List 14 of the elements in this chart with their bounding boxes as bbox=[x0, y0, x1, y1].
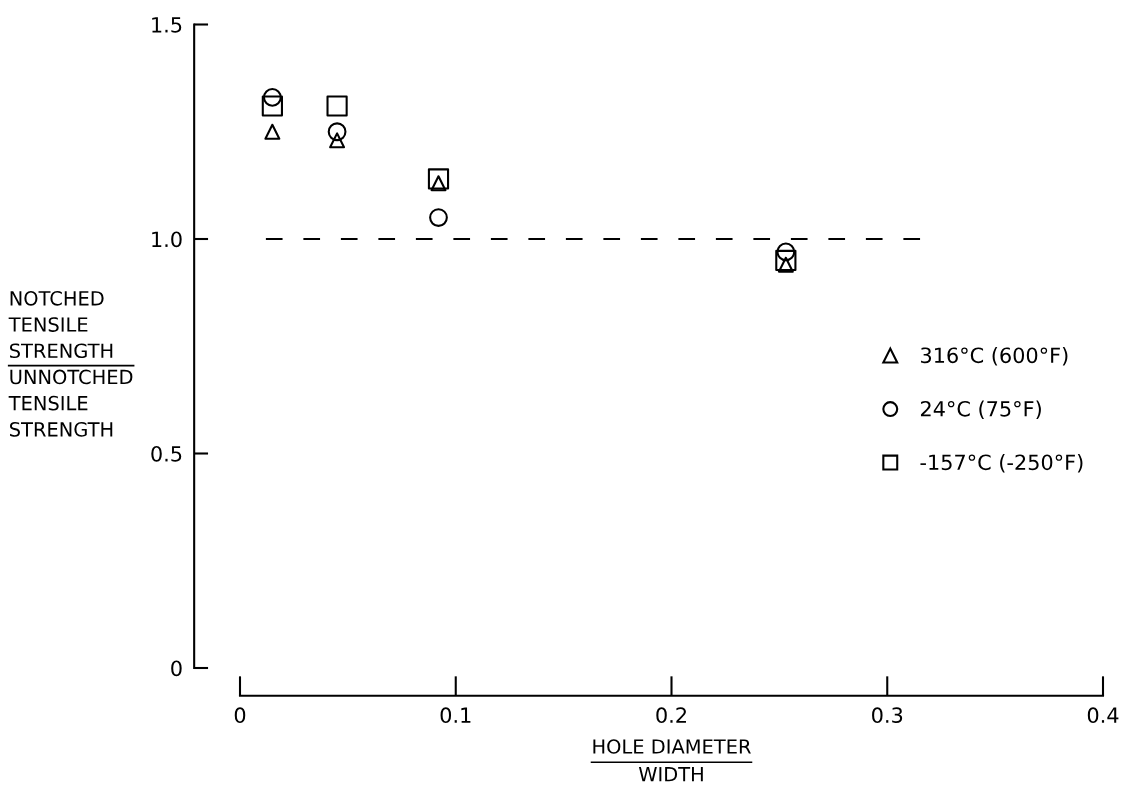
legend-label: -157°C (-250°F) bbox=[920, 454, 1083, 473]
x-tick-label: 0.2 bbox=[656, 707, 686, 724]
y-tick-label: 0.5 bbox=[151, 445, 182, 462]
x-axis-title: HOLE DIAMETER WIDTH bbox=[593, 739, 751, 782]
x-tick-label: 0.4 bbox=[1087, 707, 1119, 724]
y-tick-label: 1.0 bbox=[152, 231, 182, 248]
y-tick-label: 0 bbox=[171, 660, 182, 677]
y-tick-label: 1.5 bbox=[152, 17, 182, 33]
x-tick-label: 0 bbox=[234, 707, 246, 724]
legend-label: 316°C (600°F) bbox=[921, 347, 1068, 366]
x-tick-label: 0.1 bbox=[440, 707, 471, 724]
legend-label: 24°C (75°F) bbox=[920, 400, 1041, 420]
y-axis-title: NOTCHED TENSILE STRENGTH UNNOTCHED TENSILE STRENGTH bbox=[8, 290, 133, 437]
x-tick-label: 0.3 bbox=[872, 707, 903, 724]
